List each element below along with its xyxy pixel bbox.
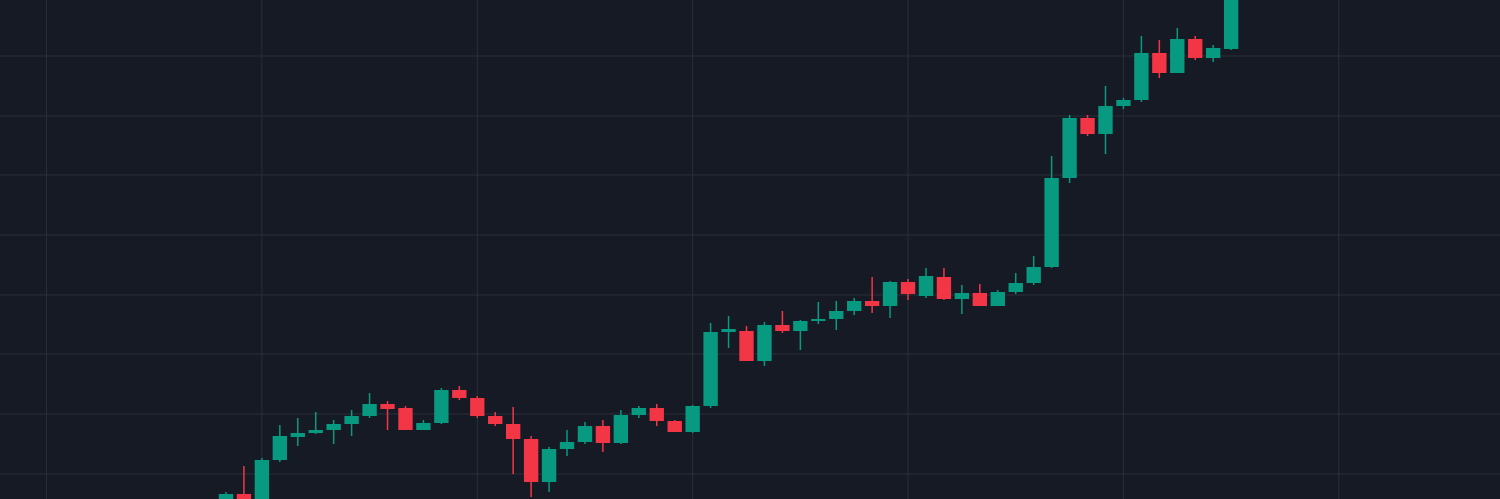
candle-body [649,408,664,421]
candle-body [829,311,844,319]
candle-body [739,331,754,361]
candle-body [1062,118,1077,178]
candle-body [434,390,449,423]
candle-body [972,293,988,306]
candle-body [559,442,575,449]
candle-body [1044,178,1059,267]
candle-body [1026,267,1041,283]
candle-body [236,494,252,499]
candle-body [631,408,646,415]
candle-body [595,426,611,443]
candle-body [1205,48,1221,58]
candle-body [541,449,557,482]
candle-body [721,329,736,332]
candle-body [326,424,341,430]
candle-body [847,301,862,311]
candle-body [918,276,934,296]
candle-body [1170,39,1185,73]
candle-body [954,293,970,299]
candle-body [793,321,808,331]
candle-body [936,277,952,299]
candle-body [1223,0,1239,49]
candle-body [1098,106,1113,134]
candle-body [990,292,1005,306]
candle-body [1134,53,1149,100]
candle-body [1080,118,1095,134]
candle-body [882,282,898,306]
candle-body [613,415,629,443]
candle-body [290,433,305,437]
candle-body [470,398,485,416]
candle-body [362,404,377,416]
candle-body [1152,53,1167,73]
candle-body [775,325,790,331]
candle-body [505,424,521,439]
candle-body [380,404,395,409]
candle-body [703,332,718,406]
candle-body [811,319,826,321]
candle-body [667,421,682,432]
candle-body [1188,39,1203,58]
candle-body [416,423,431,430]
candle-body [1008,283,1023,292]
candle-body [685,406,700,432]
candle-body [344,416,359,424]
candle-body [577,426,593,442]
candle-body [900,282,916,294]
candle-body [1116,100,1131,106]
candle-body [523,439,539,482]
candle-body [452,390,467,398]
candle-body [757,325,772,361]
candle-body [218,494,234,499]
candle-body [254,460,270,499]
candle-body [308,430,323,433]
candle-body [488,416,503,424]
candle-body [398,408,413,430]
candle-body [864,301,880,306]
candle-body [272,436,288,460]
